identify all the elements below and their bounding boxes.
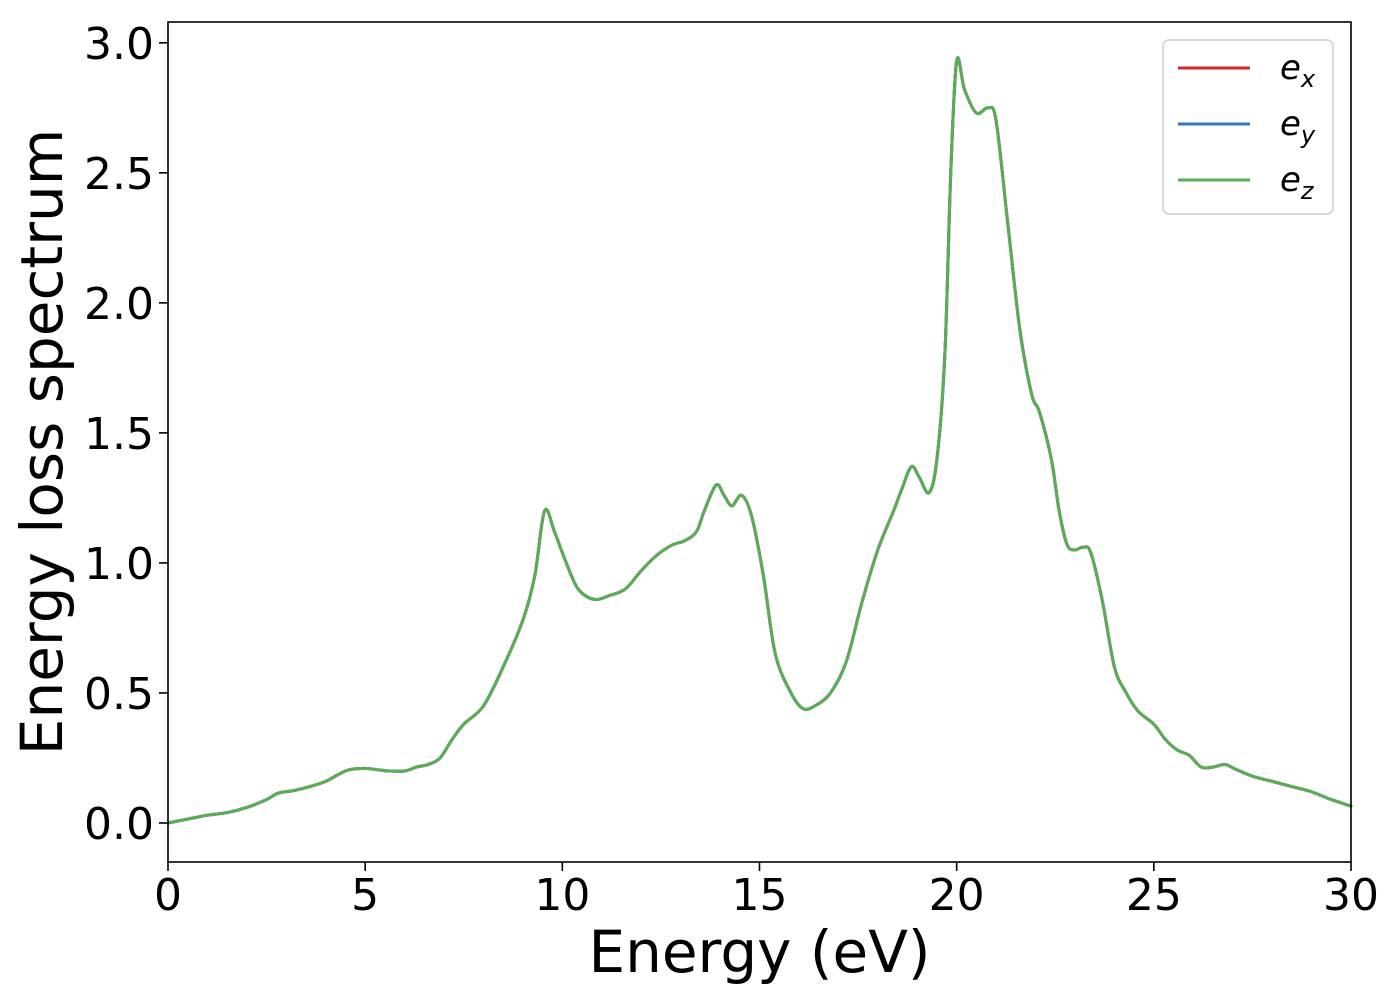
x-tick-label: 15 [732,870,788,921]
y-tick-label: 2.5 [84,149,154,200]
x-tick-label: 0 [154,870,182,921]
x-tick-label: 20 [929,870,985,921]
y-tick-label: 1.0 [84,539,154,590]
y-axis-label: Energy loss spectrum [8,129,76,755]
legend-label-base: e [1280,160,1301,200]
x-tick-label: 25 [1126,870,1182,921]
y-tick-label: 3.0 [84,19,154,70]
legend-label-ey: ey [1280,104,1316,149]
legend-label-ez: ez [1280,160,1315,205]
legend-label-ex: ex [1280,48,1316,93]
x-tick-label: 10 [534,870,590,921]
legend-label-base: e [1280,104,1301,144]
x-tick-label: 5 [351,870,379,921]
y-tick-label: 0.5 [84,669,154,720]
legend-label-subscript: x [1300,65,1316,93]
series-layer [166,56,1353,825]
y-tick-label: 1.5 [84,409,154,460]
legend-box [1162,39,1334,215]
legend-label-subscript: z [1300,177,1315,205]
y-tick-label: 0.0 [84,799,154,850]
x-axis: 0 5 10 15 20 25 30 [154,862,1379,921]
series-line-ez [166,56,1353,825]
y-tick-label: 2.0 [84,279,154,330]
x-tick-label: 30 [1323,870,1379,921]
legend-label-subscript: y [1300,121,1316,149]
legend-label-base: e [1280,48,1301,88]
y-axis: 0.0 0.5 1.0 1.5 2.0 2.5 3.0 [84,19,168,850]
x-axis-label: Energy (eV) [588,918,930,986]
